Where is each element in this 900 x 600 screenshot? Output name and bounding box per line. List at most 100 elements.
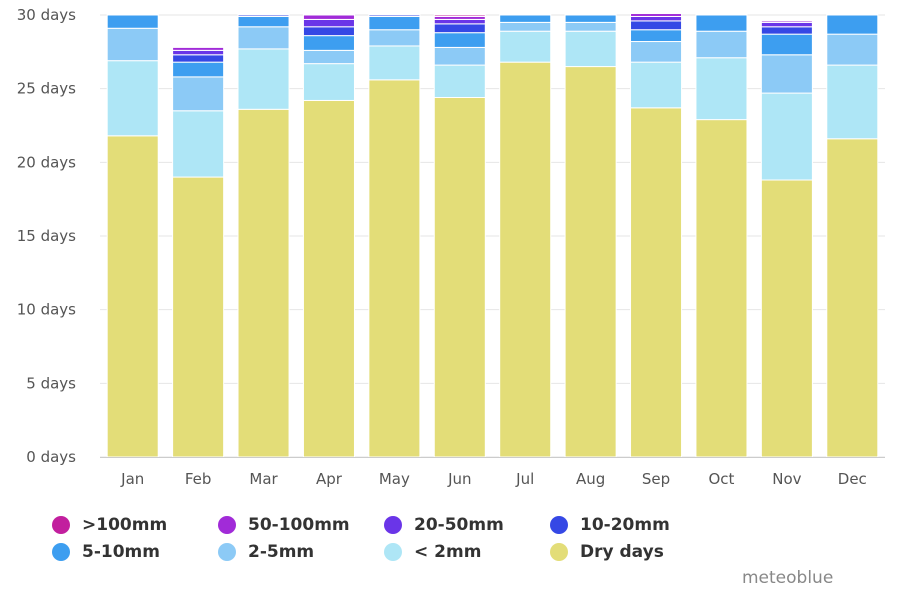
chart-legend: >100mm 50-100mm 20-50mm 10-20mm 5-10mm 2-5mm <… <box>52 515 872 562</box>
bar-segment[interactable] <box>433 32 486 48</box>
legend-swatch-icon <box>550 516 568 534</box>
bar-segment[interactable] <box>695 14 748 32</box>
bar-segment[interactable] <box>237 108 290 458</box>
bar-segment[interactable] <box>433 14 486 17</box>
bar-segment[interactable] <box>630 61 683 109</box>
bar-segment[interactable] <box>106 14 159 29</box>
legend-item[interactable]: >100mm <box>52 515 218 535</box>
legend-swatch-icon <box>218 543 236 561</box>
bar-segment[interactable] <box>237 14 290 17</box>
legend-item[interactable]: 20-50mm <box>384 515 550 535</box>
x-tick-label: Jan <box>120 470 144 488</box>
bar-segment[interactable] <box>433 64 486 99</box>
bar-segment[interactable] <box>630 20 683 31</box>
bar-segment[interactable] <box>499 14 552 23</box>
y-tick-label: 5 days <box>26 374 76 392</box>
y-tick-label: 20 days <box>17 153 76 171</box>
bar-segment[interactable] <box>695 57 748 121</box>
bar-segment[interactable] <box>368 79 421 458</box>
legend-label: 20-50mm <box>414 515 504 535</box>
legend-label: < 2mm <box>414 542 482 562</box>
y-tick-label: 10 days <box>17 301 76 319</box>
legend-swatch-icon <box>384 543 402 561</box>
bar-segment[interactable] <box>302 63 355 101</box>
bar-segment[interactable] <box>564 14 617 23</box>
bar-segment[interactable] <box>564 30 617 68</box>
bar-segment[interactable] <box>172 61 225 78</box>
bar-segment[interactable] <box>630 13 683 17</box>
bar-segment[interactable] <box>302 49 355 65</box>
bar-segment[interactable] <box>237 26 290 50</box>
bar-segment[interactable] <box>433 18 486 25</box>
bar-segment[interactable] <box>368 29 421 47</box>
bar-segment[interactable] <box>237 48 290 110</box>
legend-label: 5-10mm <box>82 542 160 562</box>
legend-swatch-icon <box>550 543 568 561</box>
legend-label: Dry days <box>580 542 664 562</box>
legend-label: >100mm <box>82 515 168 535</box>
bar-segment[interactable] <box>237 15 290 28</box>
bar-segment[interactable] <box>630 15 683 22</box>
bar-segment[interactable] <box>302 26 355 37</box>
bar-segment[interactable] <box>499 21 552 32</box>
legend-label: 50-100mm <box>248 515 350 535</box>
bar-segment[interactable] <box>826 138 879 458</box>
bar-segment[interactable] <box>172 49 225 56</box>
bar-segment[interactable] <box>826 64 879 140</box>
legend-swatch-icon <box>52 543 70 561</box>
bar-segment[interactable] <box>760 20 813 23</box>
bar-segment[interactable] <box>695 119 748 458</box>
bar-segment[interactable] <box>760 21 813 28</box>
legend-item[interactable]: 10-20mm <box>550 515 716 535</box>
bar-segment[interactable] <box>630 29 683 43</box>
bar-segment[interactable] <box>826 14 879 35</box>
bar-segment[interactable] <box>172 54 225 63</box>
bar-segment[interactable] <box>106 135 159 458</box>
bar-segment[interactable] <box>760 92 813 181</box>
bar-segment[interactable] <box>302 99 355 458</box>
bar-segment[interactable] <box>302 14 355 20</box>
bar-segment[interactable] <box>630 41 683 63</box>
legend-item[interactable]: 50-100mm <box>218 515 384 535</box>
bar-segment[interactable] <box>172 110 225 178</box>
y-tick-label: 30 days <box>17 6 76 24</box>
x-tick-label: Jul <box>515 470 534 488</box>
credit-label: meteoblue <box>742 568 834 588</box>
x-tick-label: Apr <box>316 470 343 488</box>
bar-segment[interactable] <box>172 176 225 458</box>
bar-segment[interactable] <box>172 46 225 51</box>
legend-item[interactable]: Dry days <box>550 542 716 562</box>
x-tick-label: Oct <box>708 470 734 488</box>
x-tick-label: Jun <box>447 470 471 488</box>
legend-swatch-icon <box>218 516 236 534</box>
bar-segment[interactable] <box>433 97 486 458</box>
bar-segment[interactable] <box>826 33 879 66</box>
bar-segment[interactable] <box>760 179 813 458</box>
bar-segment[interactable] <box>760 26 813 35</box>
bar-segment[interactable] <box>499 30 552 63</box>
bar-segment[interactable] <box>302 18 355 28</box>
legend-item[interactable]: 2-5mm <box>218 542 384 562</box>
bar-segment[interactable] <box>368 15 421 31</box>
bar-segment[interactable] <box>106 60 159 137</box>
bar-segment[interactable] <box>106 27 159 62</box>
bar-segment[interactable] <box>695 30 748 59</box>
bar-segment[interactable] <box>368 14 421 17</box>
bar-segment[interactable] <box>760 54 813 94</box>
bar-segment[interactable] <box>564 21 617 32</box>
bar-segment[interactable] <box>564 66 617 458</box>
bar-segment[interactable] <box>302 35 355 51</box>
y-tick-label: 25 days <box>17 80 76 98</box>
bar-segment[interactable] <box>433 23 486 34</box>
x-tick-label: Dec <box>838 470 867 488</box>
bar-segment[interactable] <box>630 107 683 458</box>
legend-item[interactable]: < 2mm <box>384 542 550 562</box>
bar-segment[interactable] <box>760 33 813 56</box>
bar-segment[interactable] <box>172 76 225 112</box>
bar-segment[interactable] <box>433 46 486 66</box>
bar-segment[interactable] <box>499 61 552 458</box>
legend-item[interactable]: 5-10mm <box>52 542 218 562</box>
bar-segment[interactable] <box>368 45 421 81</box>
